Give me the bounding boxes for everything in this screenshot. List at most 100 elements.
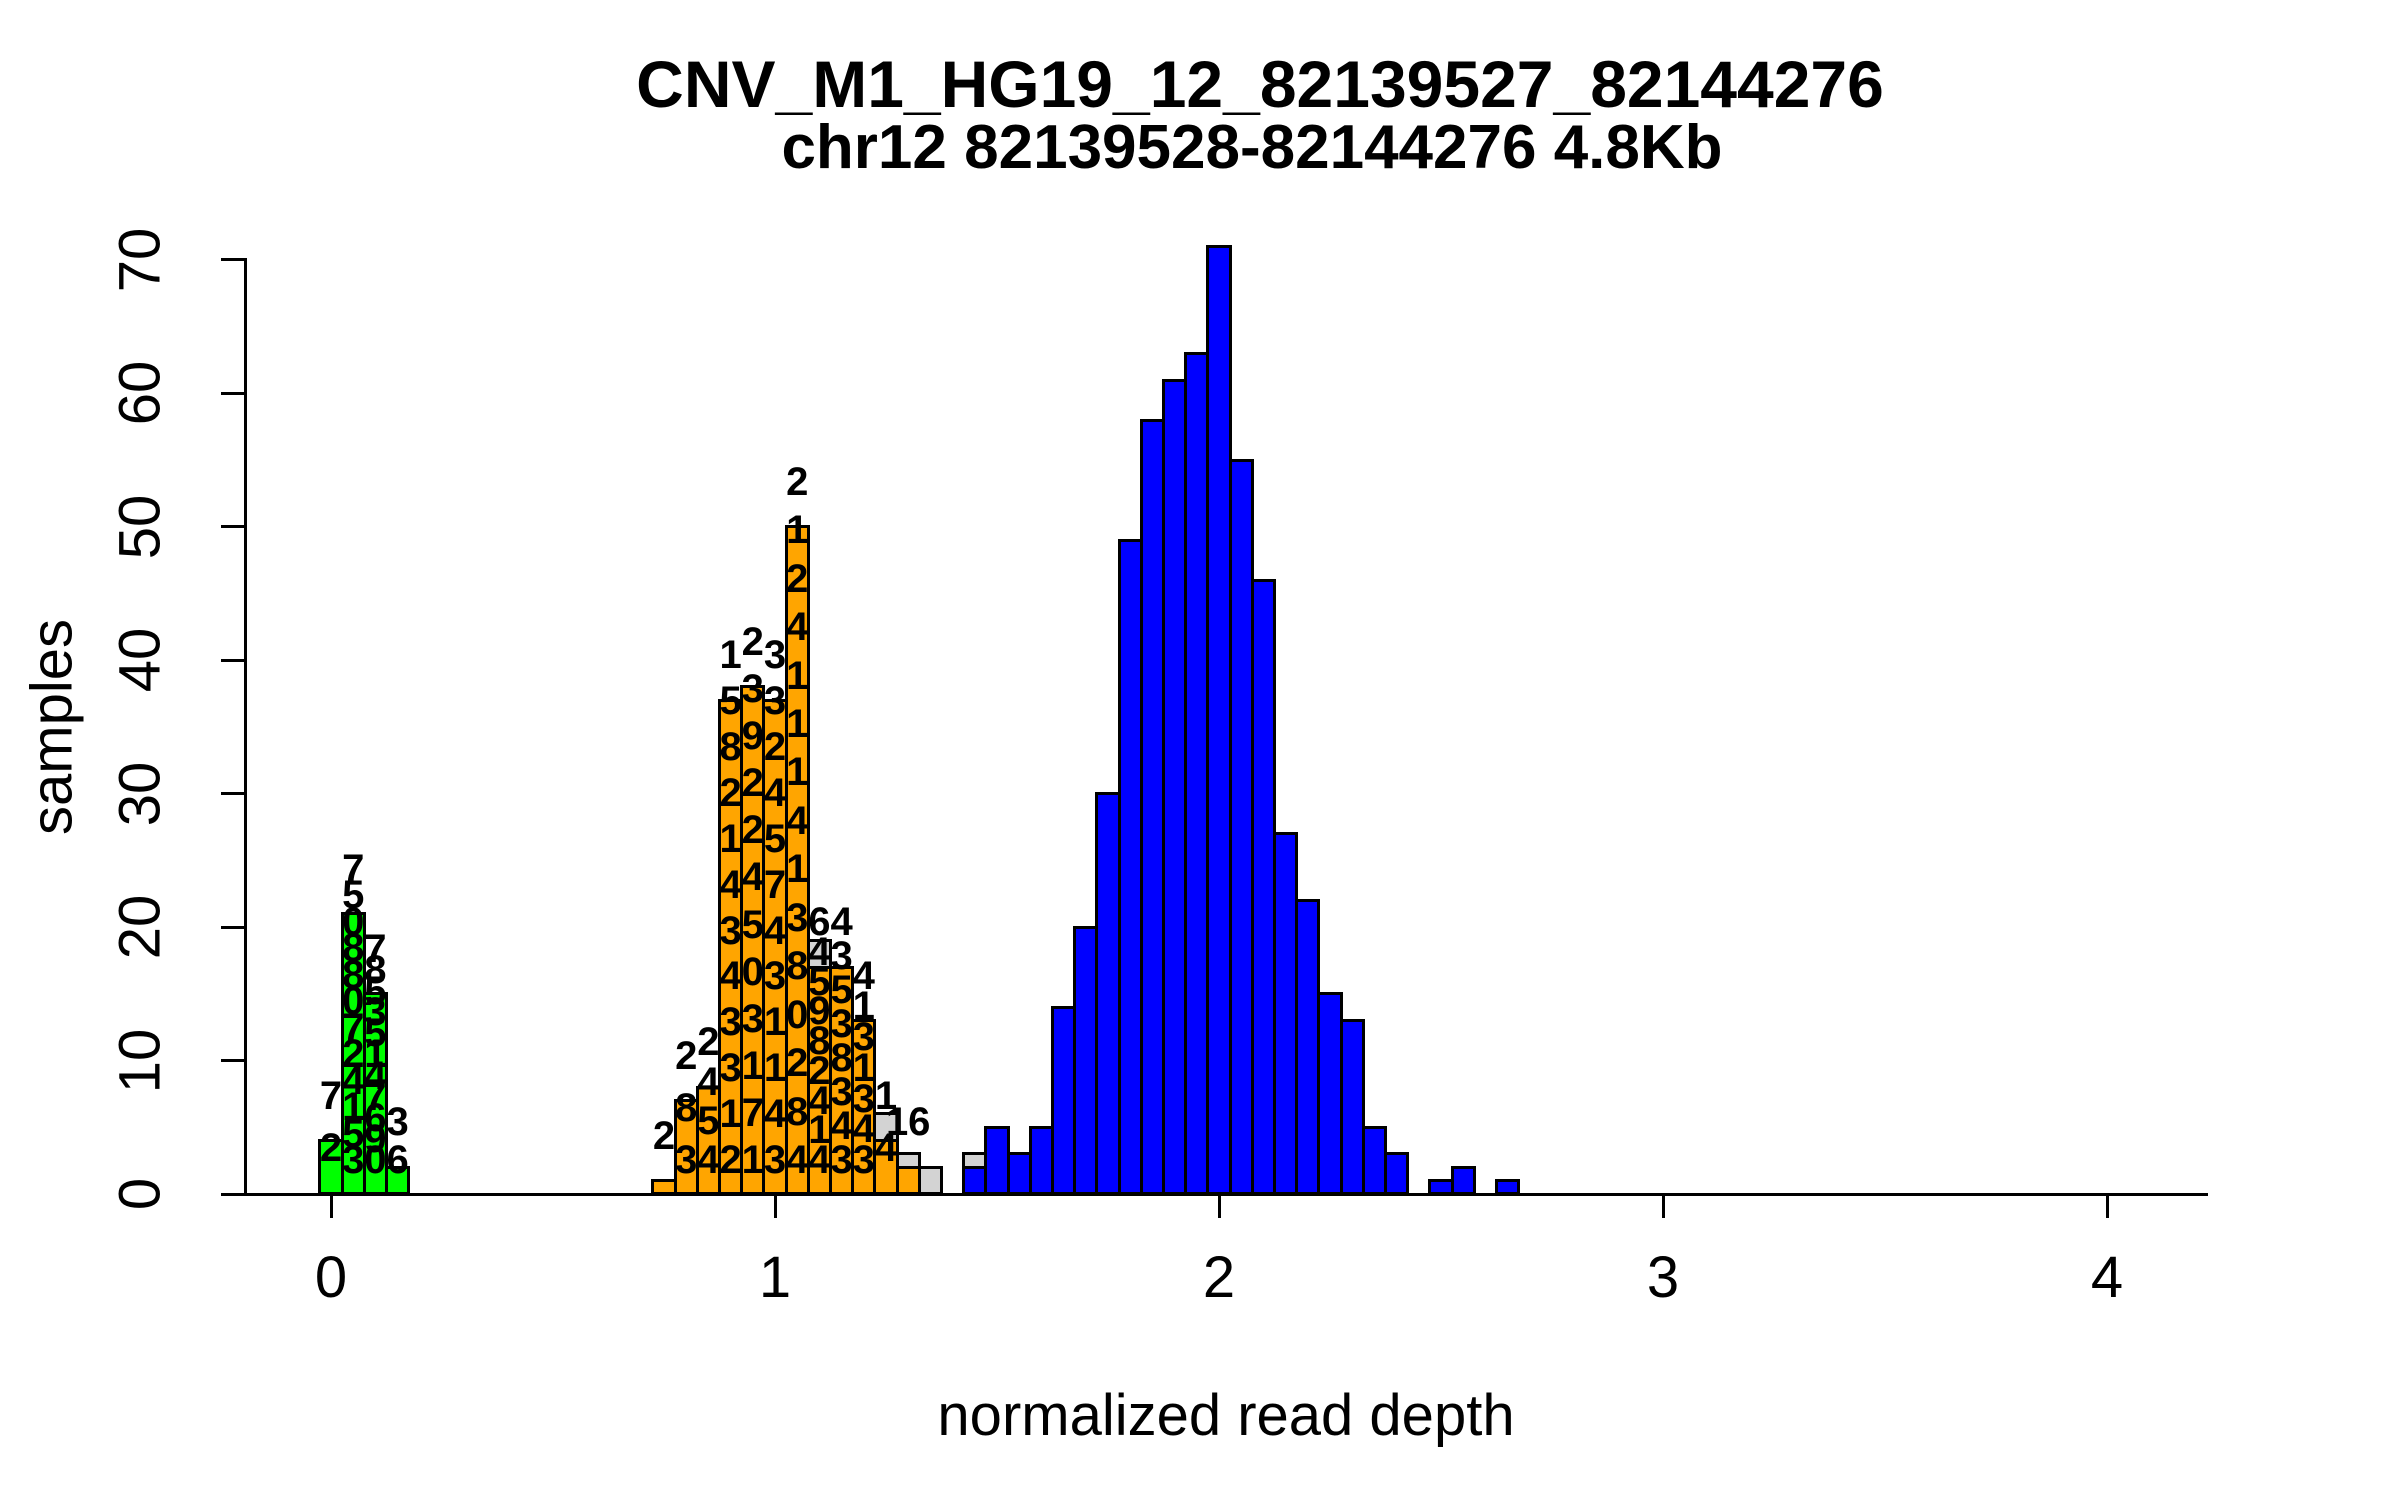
bar-sample-label: 2 bbox=[319, 1125, 343, 1170]
x-axis-tick bbox=[329, 1194, 333, 1218]
bar-sample-label: 4 bbox=[830, 1104, 853, 1149]
bar-sample-label: 1 bbox=[342, 1085, 365, 1130]
y-axis-tick bbox=[221, 1192, 245, 1196]
bar-sample-label: 1 bbox=[719, 1092, 742, 1137]
bar-sample-label: 9 bbox=[741, 714, 764, 759]
bar-sample-label: 5 bbox=[741, 902, 764, 947]
bar-sample-label: 4 bbox=[786, 605, 809, 650]
bar-sample-label: 2 bbox=[786, 556, 809, 601]
bar-sample-label: 5 bbox=[364, 969, 387, 1014]
bar-sample-label: 5 bbox=[719, 679, 742, 724]
bar-sample-label: 2 bbox=[719, 770, 742, 815]
bar-sample-label: 3 bbox=[675, 1137, 698, 1182]
bar-sample-label: 1 bbox=[874, 1073, 898, 1118]
y-axis-tick bbox=[221, 391, 245, 395]
bar-sample-label: 3 bbox=[763, 954, 787, 999]
y-axis-tick bbox=[221, 925, 245, 929]
bar-sample-label: 1 bbox=[852, 1045, 875, 1090]
bar-sample-label: 16 bbox=[885, 1100, 931, 1145]
y-tick-label: 10 bbox=[107, 1028, 173, 1093]
orange-bar bbox=[895, 1165, 921, 1196]
bar-sample-label: 4 bbox=[808, 1078, 831, 1123]
x-tick-label: 4 bbox=[2090, 1245, 2124, 1310]
bar-sample-label: 6 bbox=[808, 900, 831, 945]
bar-sample-label: 5 bbox=[808, 959, 831, 1004]
bar-sample-label: 5 bbox=[364, 1011, 387, 1056]
bar-sample-label: 1 bbox=[786, 702, 809, 747]
x-axis-tick bbox=[1217, 1194, 1221, 1218]
bar-sample-label: 7 bbox=[342, 1005, 365, 1050]
bar-sample-label: 4 bbox=[874, 1125, 898, 1170]
bar-sample-label: 2 bbox=[719, 1138, 742, 1182]
bar-sample-label: 0 bbox=[364, 1138, 387, 1182]
x-tick-label: 2 bbox=[1202, 1245, 1236, 1310]
orange-bar bbox=[762, 698, 788, 1196]
bar-sample-label: 3 bbox=[719, 1000, 742, 1045]
bar-sample-label: 2 bbox=[342, 1032, 365, 1077]
bar-sample-label: 7 bbox=[741, 1090, 764, 1135]
bar-sample-label: 1 bbox=[786, 750, 809, 795]
bar-sample-label: 0 bbox=[741, 949, 764, 994]
blue-bar bbox=[1450, 1165, 1476, 1196]
bar-sample-label: 3 bbox=[763, 1138, 787, 1182]
bar-sample-label: 2 bbox=[741, 761, 764, 806]
bar-sample-label: 3 bbox=[852, 1138, 875, 1182]
bar-sample-label: 7 bbox=[364, 1074, 387, 1119]
y-tick-label: 30 bbox=[107, 761, 173, 826]
bar-sample-label: 3 bbox=[852, 1076, 875, 1121]
bar-sample-label: 4 bbox=[697, 1059, 720, 1104]
bar-sample-label: 1 bbox=[808, 1108, 831, 1153]
bar-sample-label: 9 bbox=[364, 1116, 387, 1161]
bar-sample-label: 5 bbox=[830, 968, 853, 1013]
bar-sample-label: 4 bbox=[719, 954, 742, 999]
bar-sample-label: 2 bbox=[675, 1033, 698, 1078]
bar-sample-label: 8 bbox=[342, 926, 365, 971]
bar-sample-label: 3 bbox=[342, 1138, 365, 1182]
bar-sample-label: 4 bbox=[697, 1138, 720, 1182]
bar-sample-label: 7 bbox=[342, 846, 365, 891]
bar-sample-label: 4 bbox=[741, 855, 764, 900]
bar-sample-label: 4 bbox=[808, 1138, 831, 1182]
bar-sample-label: 1 bbox=[786, 508, 809, 553]
y-tick-label: 60 bbox=[107, 361, 173, 426]
y-axis-tick bbox=[221, 1059, 245, 1063]
bar-sample-label: 4 bbox=[786, 798, 809, 843]
chart-title: CNV_M1_HG19_12_82139527_82144276 bbox=[636, 47, 1884, 121]
x-axis-line bbox=[244, 1192, 2208, 1196]
y-axis-title: samples bbox=[19, 619, 85, 835]
chart-subtitle: chr12 82139528-82144276 4.8Kb bbox=[781, 113, 1723, 182]
bar-sample-label: 3 bbox=[852, 1015, 875, 1060]
bar-sample-label: 8 bbox=[786, 944, 809, 989]
bar-sample-label: 4 bbox=[830, 900, 853, 945]
bar-sample-label: 8 bbox=[786, 1089, 809, 1134]
y-axis-tick bbox=[221, 525, 245, 529]
bar-sample-label: 4 bbox=[852, 953, 875, 998]
bar-sample-label: 1 bbox=[763, 1000, 787, 1045]
bar-sample-label: 2 bbox=[808, 1048, 831, 1093]
bar-sample-label: 8 bbox=[808, 1019, 831, 1064]
x-axis-tick bbox=[2105, 1194, 2109, 1218]
bar-sample-label: 3 bbox=[741, 996, 764, 1041]
bar-sample-label: 2 bbox=[741, 808, 764, 853]
bar-sample-label: 3 bbox=[763, 633, 787, 678]
bar-sample-label: 4 bbox=[852, 1107, 875, 1152]
bar-sample-label: 3 bbox=[830, 1070, 853, 1115]
bar-sample-label: 3 bbox=[364, 990, 387, 1035]
bar-sample-label: 1 bbox=[719, 633, 742, 678]
bar-sample-label: 5 bbox=[763, 816, 787, 861]
orange-bar bbox=[784, 525, 810, 1196]
bar-sample-label: 3 bbox=[719, 908, 742, 953]
bar-sample-label: 1 bbox=[364, 1032, 387, 1077]
bar-sample-label: 2 bbox=[652, 1113, 676, 1158]
bar-sample-label: 1 bbox=[741, 1138, 764, 1182]
bar-sample-label: 1 bbox=[852, 984, 875, 1029]
y-axis-tick bbox=[221, 792, 245, 796]
bar-sample-label: 1 bbox=[786, 847, 809, 892]
bar-sample-label: 2 bbox=[741, 619, 764, 664]
bar-sample-label: 3 bbox=[830, 934, 853, 979]
bar-sample-label: 3 bbox=[386, 1100, 409, 1145]
bar-sample-label: 8 bbox=[719, 725, 742, 770]
blue-bar bbox=[1339, 1019, 1365, 1196]
y-tick-label: 40 bbox=[107, 628, 173, 693]
